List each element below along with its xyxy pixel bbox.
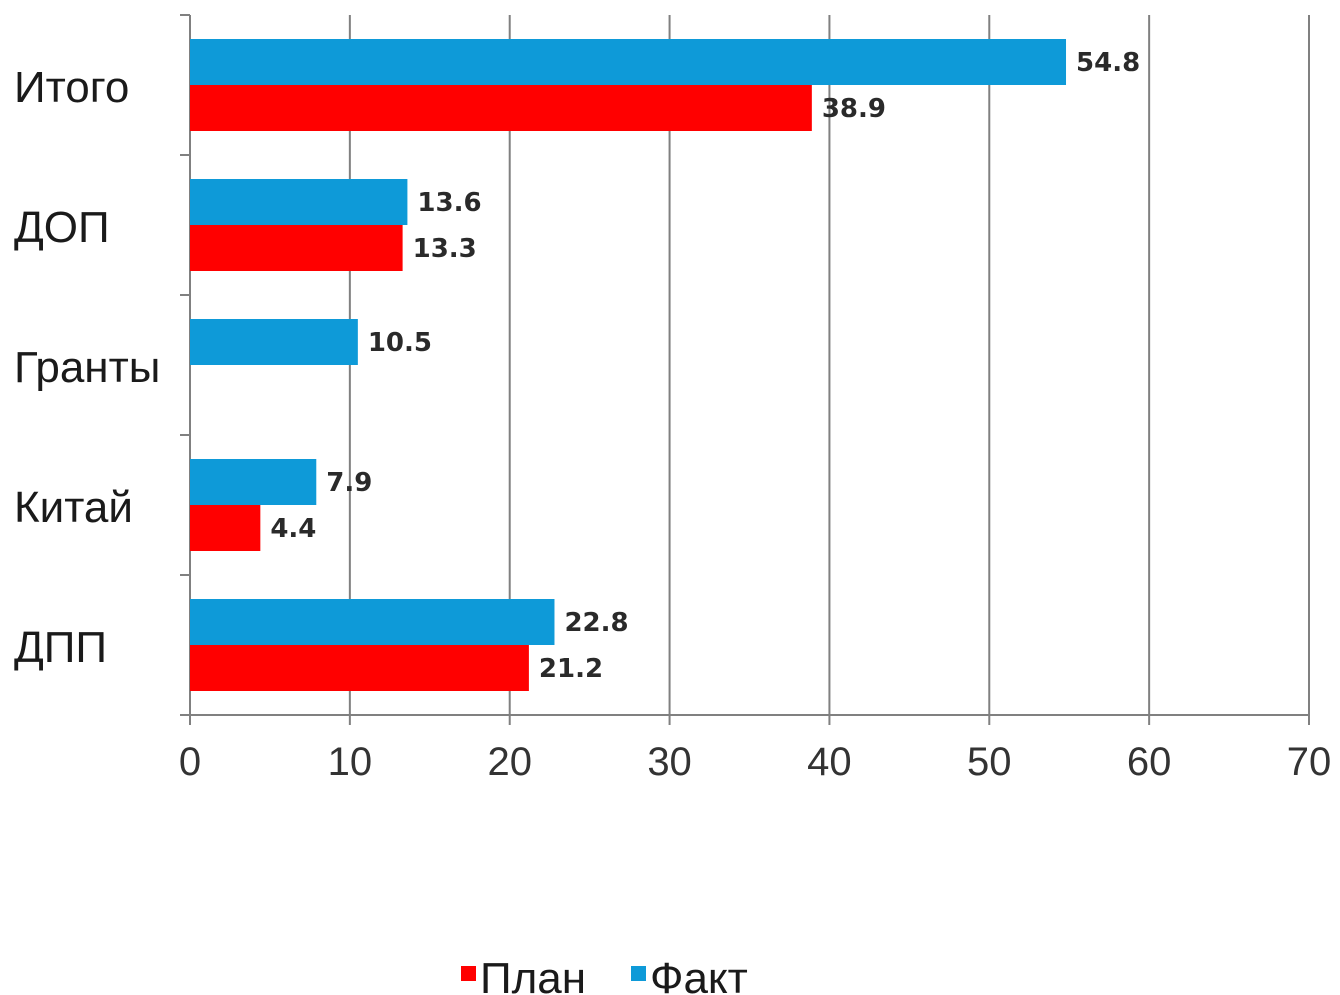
legend-label-fact: Факт <box>650 954 748 995</box>
bar-plan <box>190 225 403 271</box>
bars <box>190 39 1067 691</box>
data-label: 4.4 <box>270 514 316 544</box>
grid-lines <box>348 15 1310 715</box>
category-label: ДПП <box>14 623 107 672</box>
data-label: 10.5 <box>368 328 432 358</box>
data-label: 13.3 <box>413 234 477 264</box>
category-label: ДОП <box>14 203 110 252</box>
data-label: 21.2 <box>539 654 603 684</box>
legend-swatch-plan <box>461 966 476 981</box>
legend-label-plan: План <box>480 954 586 995</box>
bar-plan <box>190 645 529 691</box>
x-tick-label: 70 <box>1287 740 1332 784</box>
bar-fact <box>190 179 408 225</box>
data-label: 22.8 <box>564 608 628 638</box>
x-tick-label: 10 <box>328 740 373 784</box>
category-labels: Итого ДОП Гранты Китай ДПП <box>14 63 160 672</box>
x-tick-label: 50 <box>967 740 1012 784</box>
x-tick-label: 40 <box>807 740 852 784</box>
x-tick-label: 0 <box>179 740 201 784</box>
data-label: 38.9 <box>822 94 886 124</box>
legend: План Факт <box>461 954 748 995</box>
x-tick-labels: 0 10 20 30 40 50 60 70 <box>179 740 1331 784</box>
data-label: 13.6 <box>417 188 481 218</box>
x-tick-label: 30 <box>647 740 692 784</box>
category-label: Итого <box>14 63 129 112</box>
category-label: Китай <box>14 483 133 532</box>
data-label: 54.8 <box>1076 48 1140 78</box>
bar-fact <box>190 459 317 505</box>
legend-swatch-fact <box>631 966 646 981</box>
x-tick-label: 60 <box>1127 740 1172 784</box>
bar-fact <box>190 319 358 365</box>
bar-plan <box>190 85 812 131</box>
category-label: Гранты <box>14 343 160 392</box>
bar-fact <box>190 599 555 645</box>
data-label: 7.9 <box>326 468 372 498</box>
data-labels: 54.8 38.9 13.6 13.3 10.5 7.9 4.4 22.8 21.2 <box>270 48 1140 684</box>
x-tick-label: 20 <box>487 740 532 784</box>
bar-fact <box>190 39 1067 85</box>
bar-plan <box>190 505 261 551</box>
